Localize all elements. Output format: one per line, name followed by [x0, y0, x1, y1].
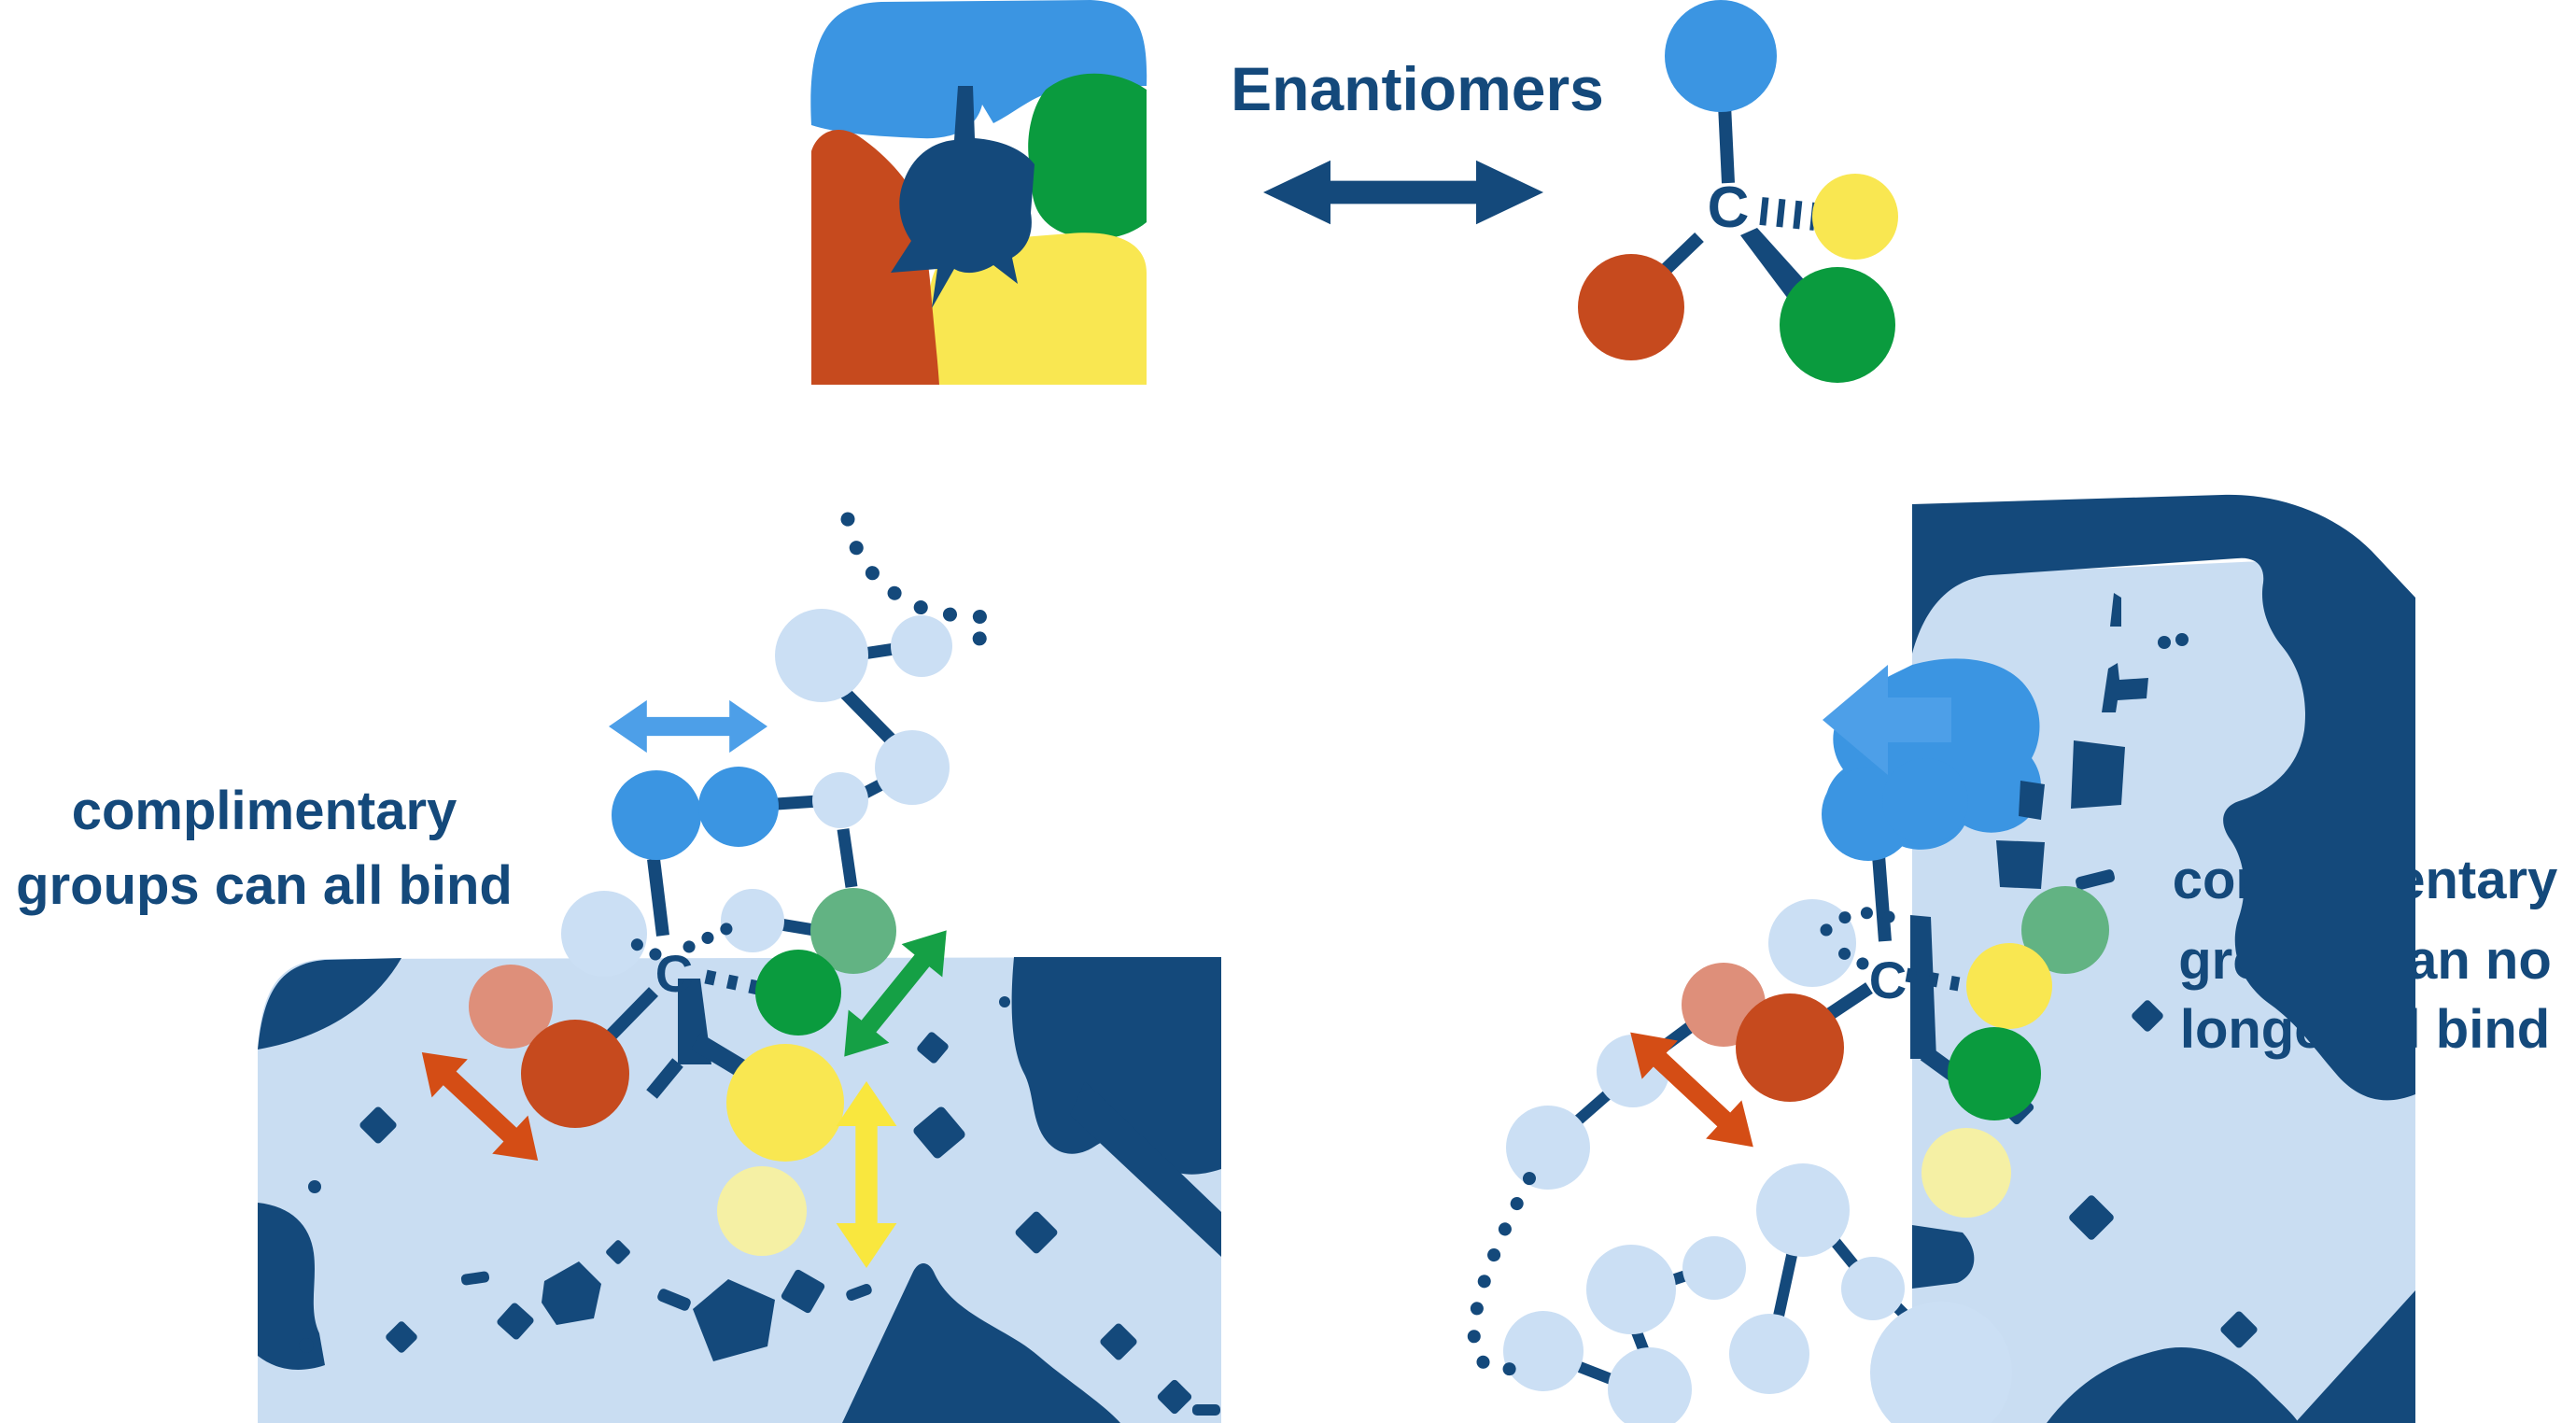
yellow-group-atom — [726, 1044, 844, 1162]
sea-green-site-atom — [810, 888, 896, 974]
blue-exchange-arrow-icon — [1823, 665, 1951, 775]
bond-carbon-blue — [1718, 104, 1735, 184]
yellow-region — [929, 232, 1147, 385]
space-filling-model — [810, 0, 1147, 385]
blue-group-atom — [1665, 0, 1777, 112]
chain-atom — [1870, 1302, 2012, 1423]
blue-region — [810, 0, 1147, 139]
chain-atom — [1506, 1106, 1590, 1190]
chain-atom — [775, 609, 868, 702]
green-region — [1028, 73, 1147, 239]
chain-atom — [1841, 1257, 1905, 1320]
right-unbound-molecule: C — [1467, 658, 2109, 1423]
chain-atom — [1682, 1236, 1746, 1300]
green-group-atom — [1780, 267, 1895, 383]
equivalence-double-arrow-icon — [1263, 160, 1543, 225]
right-surface-walls — [1910, 494, 2415, 1423]
red-group-atom — [1578, 254, 1684, 360]
chain-atom — [891, 615, 952, 677]
left-caption: complimentary groups can all bind — [16, 781, 513, 916]
enantiomers-label: Enantiomers — [1231, 54, 1604, 123]
polymer-chain-dots — [840, 512, 995, 657]
salmon-site-atom — [469, 965, 553, 1049]
pale-yellow-site-atom — [1921, 1128, 2011, 1218]
sea-green-site-atom — [2021, 886, 2109, 974]
chain-atom — [875, 730, 950, 805]
carbon-label: C — [655, 944, 693, 1003]
carbon-label: C — [1708, 176, 1750, 240]
blue-exchange-arrow-icon — [609, 699, 767, 754]
chain-atom — [1756, 1163, 1850, 1257]
hashed-bond-carbon-yellow — [1759, 197, 1817, 231]
blue-group-atom — [698, 767, 779, 847]
green-group-atom — [755, 950, 841, 1036]
green-group-atom — [1948, 1027, 2041, 1120]
chain-atom — [1503, 1311, 1584, 1391]
chain-atom — [812, 772, 868, 828]
red-group-atom — [1736, 993, 1844, 1102]
left-caption-line2: groups can all bind — [16, 855, 513, 916]
yellow-group-atom — [1812, 174, 1898, 260]
carbon-label: C — [1869, 951, 1907, 1009]
blue-group-atom — [1882, 758, 1968, 844]
chain-atom — [561, 891, 647, 977]
left-caption-line1: complimentary — [72, 781, 457, 841]
carbon-core-region — [891, 86, 1035, 308]
right-binding-panel: complimentary groups can no longer all b… — [1467, 494, 2557, 1423]
left-binding-panel: complimentary groups can all bind — [16, 512, 1221, 1423]
blue-group-atom — [612, 770, 701, 860]
chain-atom — [1729, 1314, 1809, 1394]
left-surface-walls — [258, 957, 1221, 1423]
yellow-group-atom — [1966, 943, 2052, 1029]
red-group-atom — [521, 1020, 629, 1128]
pale-yellow-site-atom — [717, 1166, 807, 1256]
chain-atom — [721, 889, 784, 952]
chain-atom — [1768, 899, 1856, 987]
left-bound-molecule: C — [403, 512, 995, 1268]
chain-atom — [1586, 1245, 1676, 1334]
ball-and-stick-model: C — [1578, 0, 1898, 383]
chain-atom — [1608, 1347, 1692, 1423]
polymer-chain-dots — [1467, 1172, 1536, 1376]
